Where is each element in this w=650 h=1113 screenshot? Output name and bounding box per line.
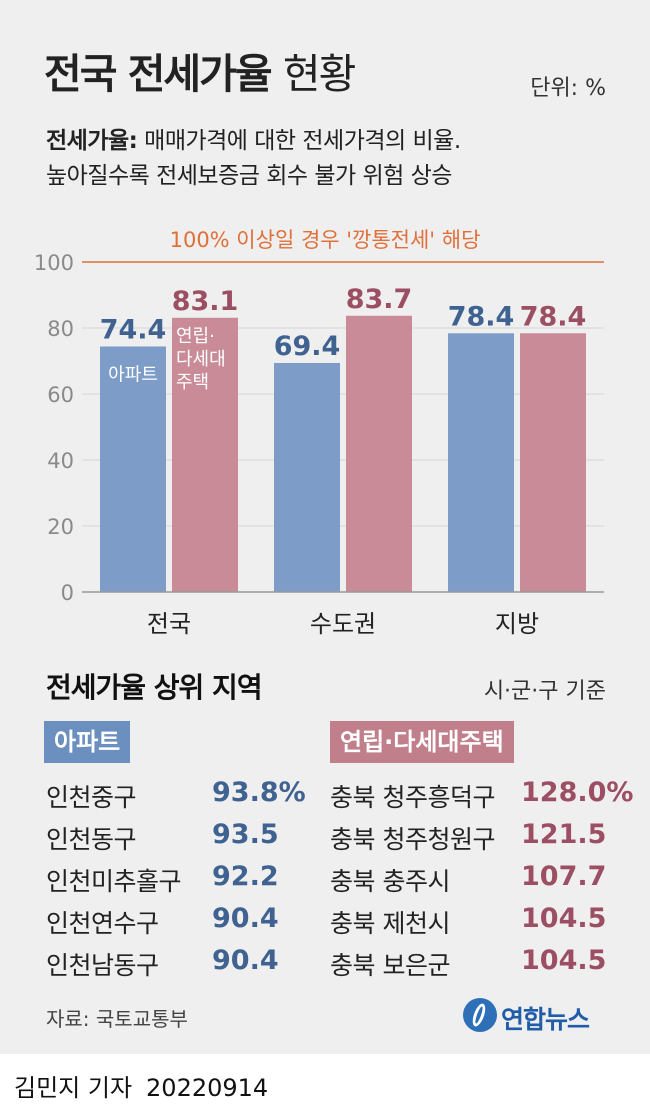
source-note: 자료: 국토교통부 (46, 1007, 188, 1031)
apt-badge: 아파트 (44, 721, 131, 763)
reporter-name: 김민지 기자 (14, 1074, 133, 1102)
bar-value-label: 78.4 (448, 301, 515, 332)
infographic-card: 전국 전세가율 현황 단위: % 전세가율: 매매가격에 대한 전세가격의 비율… (0, 0, 650, 1054)
x-tick-label: 지방 (495, 610, 539, 638)
villa-rank-value: 104.5 (521, 945, 607, 976)
bar-value-label: 78.4 (520, 301, 587, 332)
ranking-title: 전세가율 상위 지역 (46, 671, 263, 704)
villa-badge: 연립·다세대주택 (330, 721, 514, 763)
page-title: 전국 전세가율 현황 (44, 40, 356, 100)
apt-rank-region: 인천연수구 (46, 909, 159, 938)
yonhap-logo-icon (463, 998, 497, 1032)
villa-rank-value: 128.0% (521, 777, 634, 808)
villa-rank-region: 충북 제천시 (330, 909, 450, 938)
y-tick-label: 20 (47, 515, 74, 539)
y-tick-label: 40 (47, 449, 74, 473)
y-tick-label: 60 (47, 383, 74, 407)
apt-rank-value: 92.2 (212, 861, 279, 892)
apt-rank-value: 90.4 (212, 945, 279, 976)
bar-villa (346, 315, 412, 592)
apt-rank-region: 인천동구 (46, 825, 137, 854)
villa-rank-region: 충북 청주흥덕구 (330, 783, 495, 812)
apt-rank-region: 인천중구 (46, 783, 137, 812)
bar-apt (448, 333, 514, 592)
in-bar-label-villa: 다세대 (176, 349, 226, 370)
x-tick-label: 전국 (147, 610, 191, 638)
in-bar-label-villa: 주택 (176, 372, 209, 393)
logo-text: 연합뉴스 (501, 1005, 590, 1034)
title-text: 전국 전세가율 (44, 50, 273, 98)
bar-apt (274, 362, 340, 592)
description-line-2: 높아질수록 전세보증금 회수 불가 위험 상승 (46, 163, 452, 189)
in-bar-label-apt: 아파트 (108, 364, 158, 385)
villa-rank-value: 107.7 (521, 861, 607, 892)
description-term: 전세가율: (46, 128, 138, 154)
villa-rank-region: 충북 청주청원구 (330, 825, 495, 854)
apt-rank-value: 93.8% (212, 777, 306, 808)
in-bar-label-villa: 연립· (176, 326, 215, 347)
description-text-1: 매매가격에 대한 전세가격의 비율. (144, 128, 461, 154)
y-tick-label: 0 (61, 581, 74, 605)
villa-rank-region: 충북 보은군 (330, 951, 450, 980)
unit-label: 단위: % (530, 76, 606, 101)
villa-rank-value: 121.5 (521, 819, 607, 850)
y-tick-label: 100 (34, 251, 74, 275)
bar-apt (100, 346, 166, 592)
yonhap-logo: 연합뉴스 (463, 996, 603, 1036)
bar-value-label: 74.4 (100, 314, 167, 345)
bar-value-label: 69.4 (274, 331, 341, 362)
villa-rank-value: 104.5 (521, 903, 607, 934)
bar-value-label: 83.1 (172, 286, 239, 317)
byline: 김민지 기자 20220914 (14, 1068, 268, 1103)
bar-villa (172, 317, 238, 592)
apt-rank-region: 인천남동구 (46, 951, 159, 980)
ranking-basis: 시·군·구 기준 (483, 679, 606, 704)
apt-rank-value: 93.5 (212, 819, 279, 850)
apt-rank-region: 인천미추홀구 (46, 867, 182, 896)
x-tick-label: 수도권 (310, 610, 376, 638)
reference-line-label: 100% 이상일 경우 '깡통전세' 해당 (169, 228, 481, 252)
bar-value-label: 83.7 (346, 284, 413, 315)
publish-date: 20220914 (146, 1074, 269, 1102)
villa-rank-region: 충북 충주시 (330, 867, 450, 896)
y-tick-label: 80 (47, 317, 74, 341)
bar-villa (520, 333, 586, 592)
description-line-1: 전세가율: 매매가격에 대한 전세가격의 비율. (46, 121, 461, 155)
title-subtitle: 현황 (282, 50, 356, 98)
apt-rank-value: 90.4 (212, 903, 279, 934)
